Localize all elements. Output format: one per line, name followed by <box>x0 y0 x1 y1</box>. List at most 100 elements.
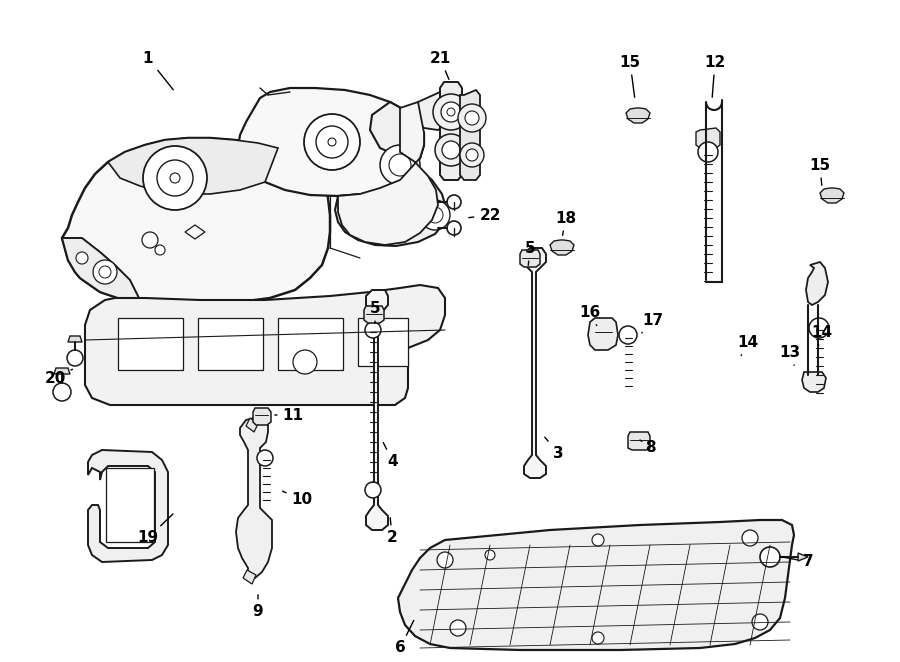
Polygon shape <box>238 88 424 196</box>
Bar <box>118 318 183 370</box>
Circle shape <box>380 145 420 185</box>
Circle shape <box>592 534 604 546</box>
Polygon shape <box>253 408 271 425</box>
Circle shape <box>592 632 604 644</box>
Circle shape <box>116 496 144 524</box>
Polygon shape <box>85 285 445 405</box>
Text: 19: 19 <box>138 514 173 545</box>
Text: 6: 6 <box>394 620 414 655</box>
Circle shape <box>437 552 453 568</box>
Circle shape <box>293 350 317 374</box>
Text: 20: 20 <box>44 369 73 385</box>
Circle shape <box>157 160 193 196</box>
Polygon shape <box>364 306 384 323</box>
Circle shape <box>365 482 381 498</box>
Text: 22: 22 <box>469 207 500 222</box>
Text: 8: 8 <box>640 440 655 455</box>
Polygon shape <box>628 432 650 450</box>
Circle shape <box>460 143 484 167</box>
Circle shape <box>485 550 495 560</box>
Circle shape <box>450 620 466 636</box>
Circle shape <box>698 142 718 162</box>
Text: 15: 15 <box>619 54 641 97</box>
Circle shape <box>752 614 768 630</box>
Circle shape <box>760 547 780 567</box>
Text: 5: 5 <box>370 301 381 323</box>
Circle shape <box>304 114 360 170</box>
Text: 4: 4 <box>383 442 399 469</box>
Text: 7: 7 <box>780 555 814 569</box>
Polygon shape <box>246 418 258 432</box>
Polygon shape <box>520 250 540 267</box>
Circle shape <box>53 383 71 401</box>
Circle shape <box>465 111 479 125</box>
Text: 2: 2 <box>387 518 398 545</box>
Circle shape <box>316 126 348 158</box>
Polygon shape <box>524 248 546 478</box>
Circle shape <box>433 94 469 130</box>
Polygon shape <box>798 553 808 561</box>
Polygon shape <box>62 138 330 304</box>
Bar <box>198 318 263 370</box>
Polygon shape <box>415 92 455 130</box>
Circle shape <box>458 104 486 132</box>
Polygon shape <box>54 368 70 374</box>
Circle shape <box>447 195 461 209</box>
Polygon shape <box>820 188 844 203</box>
Circle shape <box>365 322 381 338</box>
Text: 9: 9 <box>253 594 264 620</box>
Circle shape <box>427 207 443 223</box>
Text: 16: 16 <box>580 305 600 326</box>
Text: 21: 21 <box>429 50 451 79</box>
Text: 13: 13 <box>779 344 801 365</box>
Text: 14: 14 <box>812 324 833 346</box>
Text: 15: 15 <box>809 158 831 185</box>
Polygon shape <box>696 128 720 148</box>
Circle shape <box>742 530 758 546</box>
Circle shape <box>389 154 411 176</box>
Circle shape <box>435 134 467 166</box>
Bar <box>358 318 408 366</box>
Circle shape <box>155 245 165 255</box>
Circle shape <box>447 221 461 235</box>
Polygon shape <box>806 262 828 305</box>
Circle shape <box>619 326 637 344</box>
Circle shape <box>142 232 158 248</box>
Text: 17: 17 <box>642 312 663 333</box>
Circle shape <box>447 108 455 116</box>
Polygon shape <box>460 90 480 180</box>
Text: 1: 1 <box>143 50 174 90</box>
Circle shape <box>93 260 117 284</box>
Circle shape <box>809 318 829 338</box>
Circle shape <box>99 266 111 278</box>
Text: 11: 11 <box>274 408 303 422</box>
Circle shape <box>441 102 461 122</box>
Circle shape <box>143 146 207 210</box>
Text: 18: 18 <box>555 211 577 235</box>
Polygon shape <box>366 290 388 530</box>
Bar <box>106 468 154 542</box>
Polygon shape <box>440 82 462 180</box>
Polygon shape <box>802 372 826 392</box>
Text: 14: 14 <box>737 334 759 355</box>
Circle shape <box>420 200 450 230</box>
Bar <box>278 318 343 370</box>
Circle shape <box>170 173 180 183</box>
Circle shape <box>442 141 460 159</box>
Polygon shape <box>243 570 256 584</box>
Polygon shape <box>338 102 438 245</box>
Circle shape <box>466 149 478 161</box>
Polygon shape <box>626 108 650 123</box>
Polygon shape <box>62 238 140 300</box>
Circle shape <box>67 350 83 366</box>
Polygon shape <box>236 418 272 578</box>
Text: 3: 3 <box>544 437 563 461</box>
Circle shape <box>76 252 88 264</box>
Polygon shape <box>68 336 82 342</box>
Circle shape <box>257 450 273 466</box>
Polygon shape <box>335 102 446 246</box>
Polygon shape <box>588 318 618 350</box>
Text: 12: 12 <box>705 54 725 97</box>
Polygon shape <box>550 240 574 255</box>
Text: 5: 5 <box>525 240 535 265</box>
